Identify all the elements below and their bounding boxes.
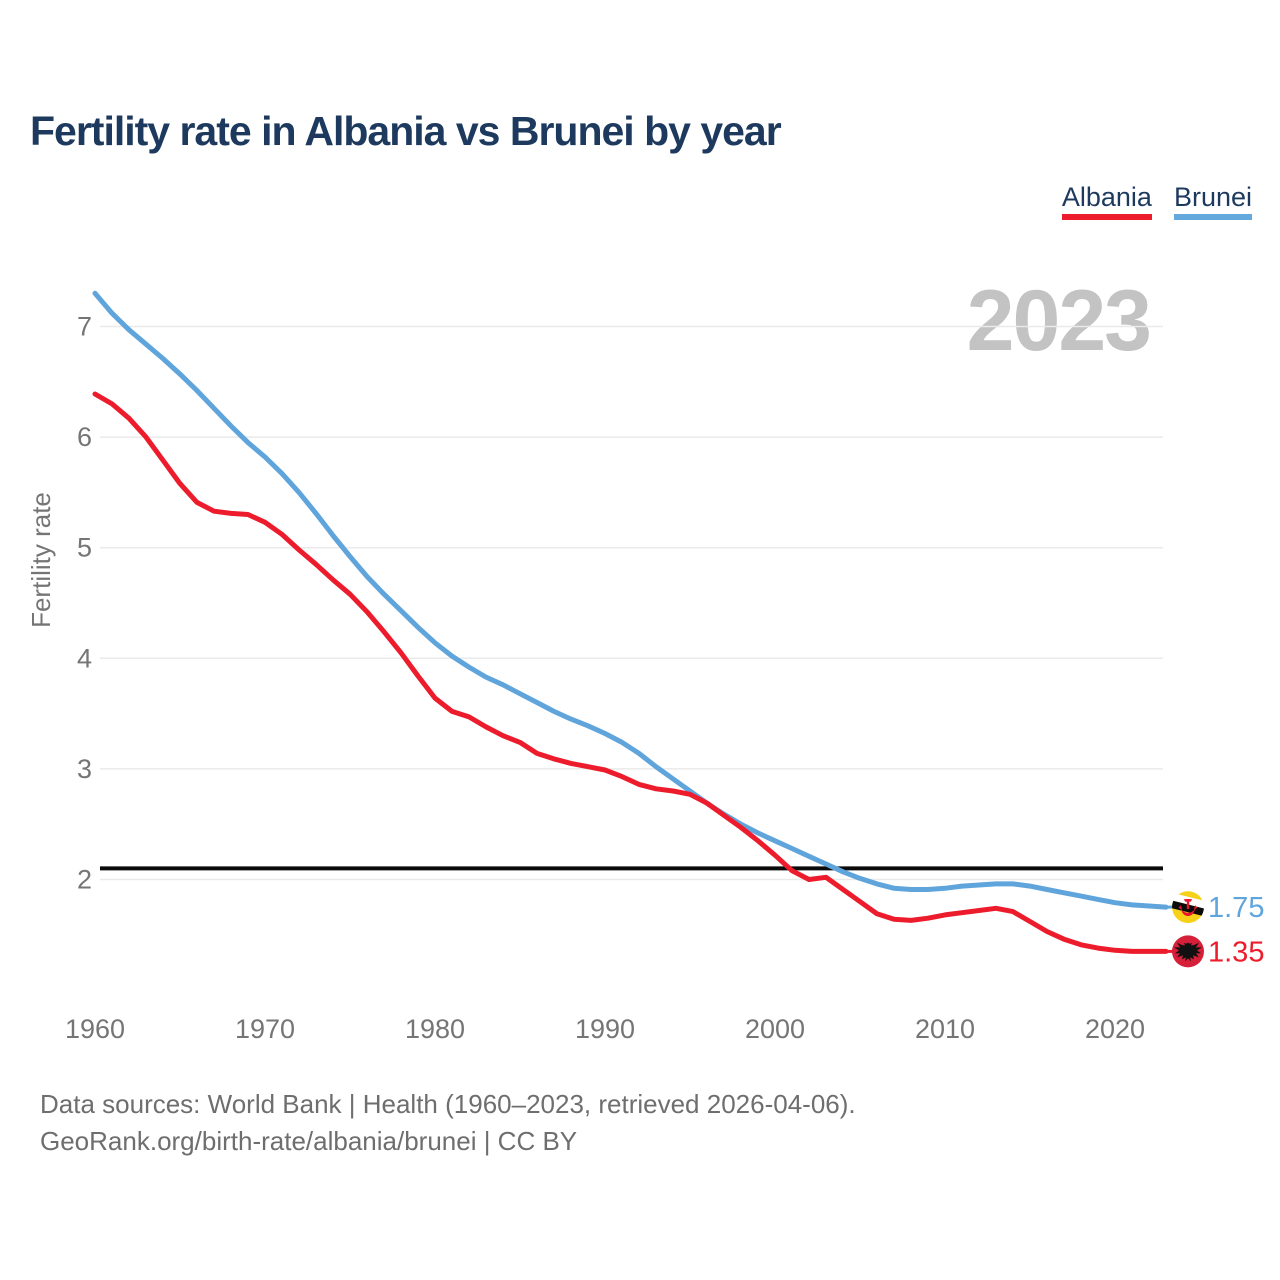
legend-item-brunei[interactable]: Brunei [1173, 183, 1252, 221]
y-axis-tick-labels: 2 3 4 5 6 7 [77, 312, 92, 895]
year-watermark: 2023 [967, 273, 1150, 369]
albania-end-value: 1.35 [1208, 936, 1264, 968]
attribution-footer: Data sources: World Bank | Health (1960–… [40, 1086, 856, 1160]
y-tick-5: 5 [77, 533, 92, 563]
x-tick-1970: 1970 [235, 1014, 295, 1044]
x-tick-2010: 2010 [915, 1014, 975, 1044]
double-headed-eagle [1174, 942, 1202, 962]
x-tick-2020: 2020 [1085, 1014, 1145, 1044]
y-tick-2: 2 [77, 865, 92, 895]
x-tick-2000: 2000 [745, 1014, 805, 1044]
y-tick-6: 6 [77, 422, 92, 452]
page-title: Fertility rate in Albania vs Brunei by y… [30, 108, 782, 154]
y-tick-3: 3 [77, 754, 92, 784]
albania-series-line [92, 391, 1169, 954]
x-tick-1960: 1960 [65, 1014, 125, 1044]
series-lines [92, 290, 1180, 954]
legend-item-albania[interactable]: Albania [1061, 183, 1152, 221]
legend: Albania Brunei [1061, 183, 1252, 221]
y-tick-7: 7 [77, 312, 92, 342]
brunei-series-line [92, 290, 1169, 910]
brunei-flag-icon [1172, 891, 1204, 924]
data-sources-line: Data sources: World Bank | Health (1960–… [40, 1089, 856, 1119]
x-axis-tick-labels: 1960 1970 1980 1990 2000 2010 2020 [65, 1014, 1145, 1044]
x-tick-1990: 1990 [575, 1014, 635, 1044]
y-tick-4: 4 [77, 643, 92, 673]
brunei-end-value: 1.75 [1208, 892, 1264, 924]
y-axis-title: Fertility rate [26, 492, 56, 628]
x-tick-1980: 1980 [405, 1014, 465, 1044]
albania-flag-icon [1172, 935, 1204, 968]
brunei-crest [1178, 899, 1198, 917]
georank-url-line: GeoRank.org/birth-rate/albania/brunei | … [40, 1126, 578, 1156]
gridlines [100, 325, 1163, 881]
